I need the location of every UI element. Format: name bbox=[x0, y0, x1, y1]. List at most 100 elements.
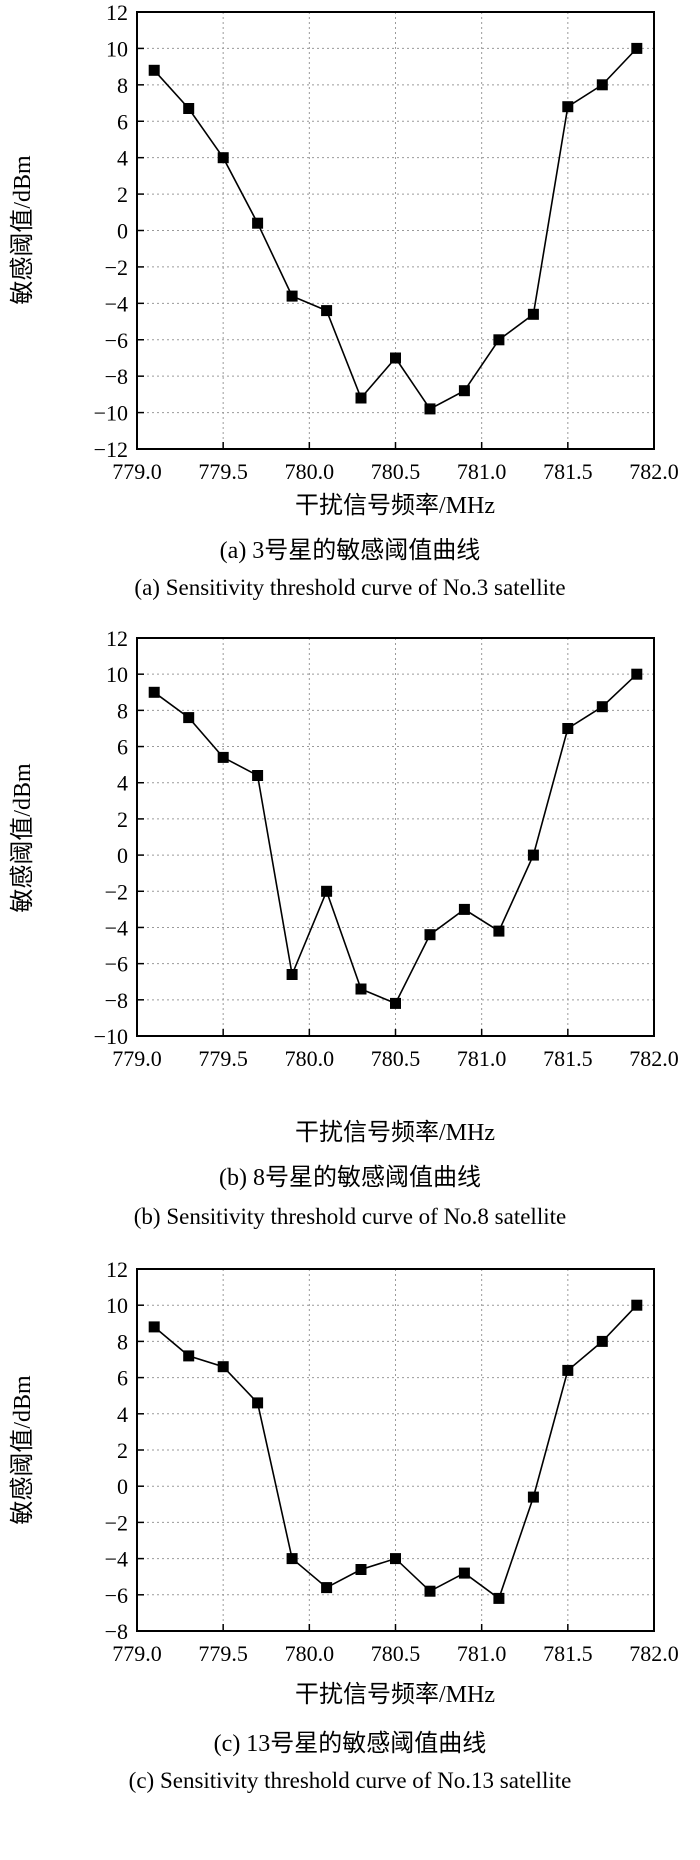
chart-c-data-point bbox=[562, 1364, 574, 1376]
chart-a-data-point bbox=[286, 290, 298, 302]
chart-a-x-tick-label: 779.0 bbox=[112, 459, 162, 484]
chart-b-svg: 779.0 779.5 780.0 780.5 781.0 781.5 782.0 12 10 8… bbox=[9, 626, 679, 1146]
chart-a-x-tick-label: 781.0 bbox=[457, 459, 507, 484]
chart-c-y-tick-label: 10 bbox=[106, 1293, 128, 1318]
chart-a-svg: 779.0 779.5 780.0 780.5 781.0 781.5 782.0 12 10 8… bbox=[9, 0, 679, 519]
chart-b-y-tick-label: −4 bbox=[105, 915, 128, 940]
chart-b-y-tick-label: −8 bbox=[105, 988, 128, 1013]
chart-b-x-tick-label: 779.0 bbox=[112, 1046, 162, 1071]
chart-a-data-point bbox=[217, 152, 229, 164]
chart-b-data-point bbox=[355, 983, 367, 995]
chart-b-y-tick-label: −2 bbox=[105, 879, 128, 904]
chart-b-x-tick-label: 780.0 bbox=[285, 1046, 335, 1071]
chart-c-x-tick-label: 779.5 bbox=[198, 1641, 248, 1666]
chart-b-data-point bbox=[458, 903, 470, 915]
chart-c-y-tick-label: 2 bbox=[117, 1438, 128, 1463]
chart-b-x-tick-label: 782.0 bbox=[629, 1046, 679, 1071]
chart-a-data-point bbox=[596, 79, 608, 91]
chart-c-y-tick-label: 12 bbox=[106, 1257, 128, 1282]
chart-panel-a: 779.0 779.5 780.0 780.5 781.0 781.5 782.0 12 10 8… bbox=[0, 0, 700, 620]
chart-a-y-tick-label: −6 bbox=[105, 328, 128, 353]
chart-a-y-tick-label: 10 bbox=[106, 36, 128, 61]
chart-a-caption-cn: (a) 3号星的敏感阈值曲线 bbox=[219, 538, 481, 564]
chart-c-y-tick-label: 0 bbox=[117, 1474, 128, 1499]
chart-c-data-point bbox=[527, 1491, 539, 1503]
chart-a-y-tick-label: 2 bbox=[117, 182, 128, 207]
chart-a-data-point bbox=[527, 308, 539, 320]
chart-b-y-tick-label: −6 bbox=[105, 952, 128, 977]
chart-b-caption-cn: (b) 8号星的敏感阈值曲线 bbox=[219, 1165, 481, 1191]
chart-a-y-tick-label: −10 bbox=[94, 401, 128, 426]
chart-a-x-tick-label: 780.5 bbox=[371, 459, 421, 484]
chart-a-data-point bbox=[355, 392, 367, 404]
chart-b-x-tick-label: 780.5 bbox=[371, 1046, 421, 1071]
chart-c-x-tick-label: 780.0 bbox=[285, 1641, 335, 1666]
chart-c-y-tick-label: −8 bbox=[105, 1619, 128, 1644]
chart-b-data-point bbox=[252, 770, 264, 781]
chart-a-data-point bbox=[390, 352, 401, 364]
chart-c-x-tick-label: 781.5 bbox=[543, 1641, 593, 1666]
chart-a-data-point bbox=[493, 334, 505, 346]
chart-b-y-tick-label: 6 bbox=[117, 735, 128, 760]
chart-b-x-tick-label: 781.5 bbox=[543, 1046, 593, 1071]
chart-a-x-tick-label: 781.5 bbox=[543, 459, 593, 484]
chart-c-x-tick-label: 782.0 bbox=[629, 1641, 679, 1666]
chart-b-y-tick-label: 2 bbox=[117, 807, 128, 832]
chart-a-y-tick-label: 12 bbox=[106, 0, 128, 25]
chart-a-y-axis-title: 敏感阈值/dBm bbox=[9, 155, 36, 305]
chart-b-data-point bbox=[390, 997, 401, 1009]
chart-c-x-tick-label: 779.0 bbox=[112, 1641, 162, 1666]
chart-c-svg: 779.0 779.5 780.0 780.5 781.0 781.5 782.0 12 10 8… bbox=[9, 1257, 679, 1708]
chart-a-y-tick-label: −12 bbox=[94, 437, 128, 462]
chart-b-data-point bbox=[148, 686, 160, 698]
chart-c-data-point bbox=[631, 1299, 643, 1311]
chart-a-x-tick-label: 782.0 bbox=[629, 459, 679, 484]
chart-c-data-point bbox=[458, 1567, 470, 1579]
chart-c-data-point bbox=[596, 1335, 608, 1347]
chart-c-x-tick-label: 780.5 bbox=[371, 1641, 421, 1666]
chart-b-data-point bbox=[493, 925, 505, 937]
chart-b-y-tick-label: −10 bbox=[94, 1024, 128, 1049]
chart-c-data-point bbox=[355, 1564, 367, 1575]
chart-a-data-point bbox=[631, 42, 643, 54]
chart-panel-b: 779.0 779.5 780.0 780.5 781.0 781.5 782.0 12 10 8… bbox=[0, 620, 700, 1245]
chart-b-data-point bbox=[286, 969, 298, 980]
chart-b-plot-frame bbox=[136, 637, 655, 1037]
chart-a-data-point bbox=[321, 305, 333, 317]
chart-c-data-point bbox=[321, 1582, 333, 1594]
chart-b-data-point bbox=[596, 701, 608, 713]
chart-c-data-point bbox=[390, 1553, 401, 1565]
chart-c-data-point bbox=[286, 1553, 298, 1565]
chart-c-data-point bbox=[217, 1361, 229, 1373]
chart-a-data-point bbox=[252, 217, 264, 229]
chart-a-y-tick-label: 8 bbox=[117, 73, 128, 98]
chart-a-x-tick-label: 779.5 bbox=[198, 459, 248, 484]
chart-b-data-point bbox=[562, 723, 574, 734]
chart-a-caption-en: (a) Sensitivity threshold curve of No.3 … bbox=[134, 575, 566, 600]
chart-b-y-tick-label: 12 bbox=[106, 626, 128, 651]
chart-a-y-tick-label: 0 bbox=[117, 219, 128, 244]
chart-c-data-point bbox=[424, 1585, 436, 1597]
chart-c-y-tick-label: −4 bbox=[105, 1547, 128, 1572]
chart-a-y-tick-label: 6 bbox=[117, 109, 128, 134]
chart-a-y-tick-label: −4 bbox=[105, 291, 128, 316]
chart-c-data-point bbox=[252, 1397, 264, 1409]
chart-c-caption-cn: (c) 13号星的敏感阈值曲线 bbox=[213, 1731, 487, 1757]
chart-b-y-tick-label: 0 bbox=[117, 843, 128, 868]
chart-a-y-tick-label: 4 bbox=[117, 146, 128, 171]
chart-a-x-tick-label: 780.0 bbox=[285, 459, 335, 484]
chart-b-data-point bbox=[217, 751, 229, 763]
chart-a-y-tick-label: −8 bbox=[105, 364, 128, 389]
chart-b-y-tick-label: 10 bbox=[106, 662, 128, 687]
chart-c-y-tick-label: −6 bbox=[105, 1583, 128, 1608]
chart-a-data-point bbox=[148, 64, 160, 76]
chart-b-x-tick-label: 779.5 bbox=[198, 1046, 248, 1071]
chart-c-data-point bbox=[493, 1592, 505, 1604]
chart-a-data-point bbox=[562, 101, 574, 113]
chart-a-data-point bbox=[183, 103, 195, 114]
chart-a-x-axis-title: 干扰信号频率/MHz bbox=[295, 492, 495, 519]
chart-b-x-tick-label: 781.0 bbox=[457, 1046, 507, 1071]
chart-c-y-tick-label: 4 bbox=[117, 1402, 128, 1427]
chart-b-caption-en: (b) Sensitivity threshold curve of No.8 … bbox=[133, 1204, 567, 1229]
chart-b-data-point bbox=[183, 712, 195, 724]
